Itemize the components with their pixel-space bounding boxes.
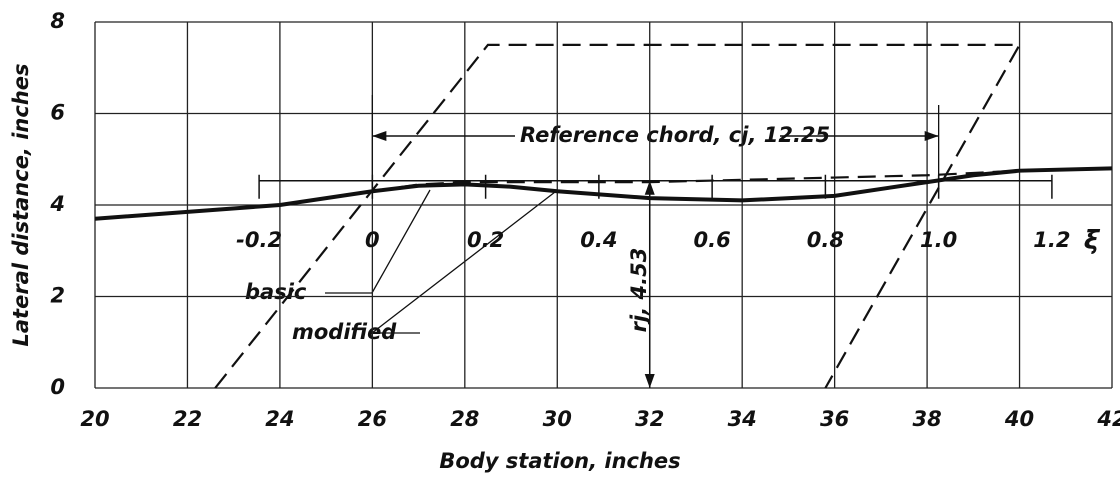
x-tick-label: 36 <box>820 407 849 431</box>
y-tick-label: 0 <box>50 375 65 399</box>
series-line <box>214 43 1022 389</box>
x-tick-label: 22 <box>173 407 202 431</box>
x-tick-label: 24 <box>265 407 294 431</box>
x-tick-label: 26 <box>358 407 387 431</box>
x-tick-label: 32 <box>635 407 664 431</box>
annotation: basic <box>245 280 307 304</box>
y-axis-label: Lateral distance, inches <box>9 63 33 346</box>
xi-tick-label: 0.6 <box>694 228 731 252</box>
x-tick-label: 20 <box>80 407 109 431</box>
leader-line <box>370 191 556 334</box>
xi-tick-label: -0.2 <box>236 228 282 252</box>
xi-tick-label: 0.2 <box>467 228 504 252</box>
x-tick-label: 38 <box>912 407 941 431</box>
x-tick-label: 30 <box>543 407 572 431</box>
x-tick-label: 34 <box>728 407 757 431</box>
arrowhead <box>644 180 655 195</box>
arrowhead <box>372 131 387 141</box>
xi-tick-label: 0.8 <box>807 228 844 252</box>
y-tick-label: 6 <box>50 101 65 125</box>
y-tick-label: 4 <box>49 192 65 216</box>
y-tick-label: 8 <box>50 9 65 33</box>
xi-tick-label: 0 <box>365 228 380 252</box>
arrowhead <box>924 131 939 141</box>
xi-tick-label: 1.2 <box>1033 228 1070 252</box>
arrowhead <box>644 374 655 388</box>
series-line <box>94 166 1113 221</box>
xi-tick-label: 0.4 <box>580 228 617 252</box>
x-tick-label: 40 <box>1004 407 1034 431</box>
series-line <box>372 169 1020 193</box>
annotation: modified <box>292 320 397 344</box>
y-tick-label: 2 <box>50 284 65 308</box>
annotation: Reference chord, cj, 12.25 <box>520 123 830 147</box>
x-axis-label: Body station, inches <box>439 449 680 473</box>
xi-label: ξ <box>1084 225 1101 255</box>
xi-tick-label: 1.0 <box>920 228 957 252</box>
annotation: rj, 4.53 <box>627 248 651 333</box>
x-tick-label: 42 <box>1096 407 1120 431</box>
x-tick-label: 28 <box>450 407 479 431</box>
